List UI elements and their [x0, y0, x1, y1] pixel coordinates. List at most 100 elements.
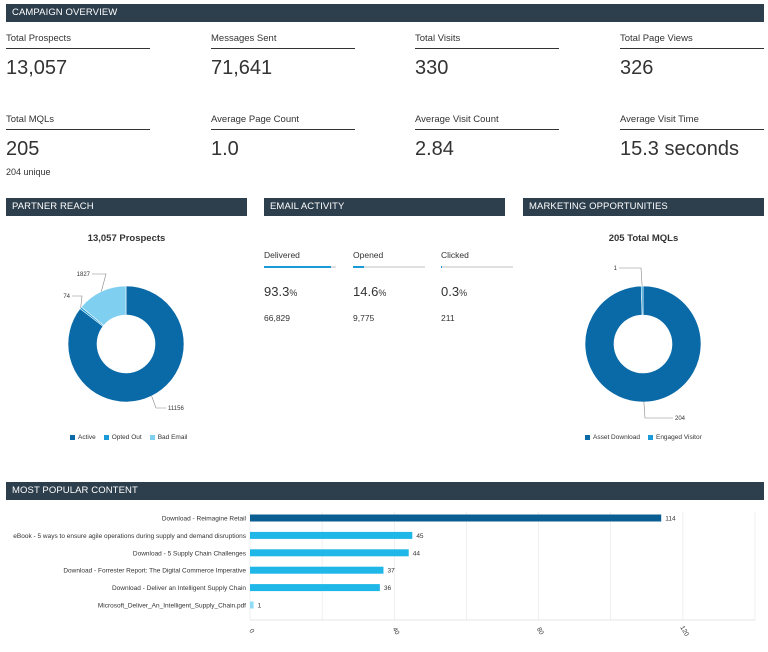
bar-x-tick-label: 120: [678, 625, 690, 638]
popular-content-bar-chart: 0 40 80 120 Download - Reimagine Retail 114 eB…: [13, 512, 756, 638]
kpi-value: 326: [620, 57, 654, 79]
marketing-opportunities-header: MARKETING OPPORTUNITIES: [523, 198, 764, 216]
kpi-label: Average Visit Count: [415, 114, 559, 130]
kpi-messages-sent: Messages Sent 71,641: [211, 33, 355, 80]
kpi-label: Total Prospects: [6, 33, 150, 49]
bar-value-label: 45: [416, 533, 424, 540]
kpi-value: 71,641: [211, 57, 273, 79]
bar-category-label: Download - Deliver an Intelligent Supply…: [112, 585, 246, 592]
marketing-chart-title: 205 Total MQLs: [608, 233, 679, 244]
kpi-average-visit-count: Average Visit Count 2.84: [415, 114, 559, 161]
donut-slice-label: 204: [675, 416, 686, 422]
email-opened-percent: 14.6%: [353, 284, 425, 299]
email-delivered-count: 66,829: [264, 313, 290, 323]
donut-slice-active: [67, 285, 185, 403]
kpi-total-prospects: Total Prospects 13,057: [6, 33, 150, 80]
bar-value-label: 36: [384, 585, 392, 592]
bar-category-label: Microsoft_Deliver_An_Intelligent_Supply_…: [98, 603, 246, 610]
email-clicked-count: 211: [441, 313, 455, 323]
bar-category-label: Download - Reimagine Retail: [162, 516, 247, 523]
bar-category-label: eBook - 5 ways to ensure agile operation…: [13, 533, 246, 540]
legend-item: Asset Download: [585, 434, 640, 441]
donut-slice-bad-email: [80, 285, 127, 326]
legend-item: Engaged Visitor: [647, 434, 702, 441]
email-opened-percent-unit: %: [378, 288, 387, 298]
bar-x-tick-label: 0: [247, 628, 255, 635]
partner-reach-donut: 11156 74 1827: [63, 272, 185, 412]
kpi-value: 13,057: [6, 57, 68, 79]
email-opened-count: 9,775: [353, 313, 375, 323]
email-delivered-label: Delivered: [264, 250, 300, 260]
kpi-average-visit-time: Average Visit Time 15.3 seconds: [620, 114, 764, 161]
bar-value-label: 44: [413, 550, 421, 557]
bar-x-tick-label: 80: [535, 626, 545, 636]
email-activity-header: EMAIL ACTIVITY: [264, 198, 505, 216]
legend-swatch: [70, 435, 75, 440]
email-clicked-percent: 0.3%: [441, 284, 513, 299]
bar-mark: [250, 531, 413, 539]
donut-slice-label: 74: [63, 294, 70, 300]
legend-swatch: [585, 435, 590, 440]
kpi-total-mqls: Total MQLs 205 204 unique: [6, 114, 150, 177]
email-delivered-percent-value: 93.3: [264, 284, 290, 299]
legend-label: Opted Out: [111, 434, 142, 441]
bar-value-label: 114: [665, 516, 676, 523]
email-clicked-percent-value: 0.3: [441, 284, 460, 299]
legend-swatch: [149, 435, 155, 440]
kpi-value: 205: [6, 138, 40, 160]
bar-mark: [250, 514, 662, 522]
legend-label: Engaged Visitor: [655, 434, 702, 441]
email-opened-progress: [353, 266, 425, 268]
kpi-subtext: 204 unique: [6, 167, 51, 177]
email-clicked: Clicked 0.3% 211: [441, 250, 513, 323]
legend-item: Active: [70, 434, 96, 441]
kpi-label: Average Visit Time: [620, 114, 764, 130]
email-clicked-progress: [441, 266, 513, 268]
donut-slice-label: 11156: [168, 406, 184, 412]
email-delivered: Delivered 93.3% 66,829: [264, 250, 336, 323]
kpi-total-page-views: Total Page Views 326: [620, 33, 764, 80]
email-delivered-percent-unit: %: [289, 288, 298, 298]
email-clicked-percent-unit: %: [459, 288, 468, 298]
donut-leader-line: [72, 295, 83, 308]
email-delivered-progress: [264, 266, 336, 268]
legend-label: Active: [78, 434, 96, 441]
donut-slice-label: 1827: [77, 272, 91, 278]
email-opened-label: Opened: [353, 250, 384, 260]
partner-reach-chart-title: 13,057 Prospects: [87, 233, 166, 244]
kpi-value: 1.0: [211, 138, 239, 160]
email-opened-percent-value: 14.6: [353, 284, 379, 299]
kpi-total-visits: Total Visits 330: [415, 33, 559, 80]
bar-value-label: 37: [387, 568, 395, 575]
donut-slice-asset-download: [584, 285, 702, 403]
legend-item: Bad Email: [149, 434, 187, 441]
bar-mark: [250, 601, 254, 609]
donut-leader-line: [92, 273, 107, 292]
bar-mark: [250, 549, 409, 557]
legend-swatch: [103, 435, 109, 440]
email-clicked-label: Clicked: [441, 250, 469, 260]
email-opened: Opened 14.6% 9,775: [353, 250, 425, 323]
email-delivered-fill: [264, 266, 332, 268]
kpi-label: Total MQLs: [6, 114, 150, 130]
bar-category-label: Download - 5 Supply Chain Challenges: [133, 550, 247, 557]
partner-reach-header: PARTNER REACH: [6, 198, 247, 216]
partner-reach-legend: Active Opted Out Bad Email: [70, 434, 187, 441]
bar-category-label: Download - Forrester Report: The Digital…: [63, 568, 246, 575]
email-opened-fill: [353, 266, 364, 268]
donut-slice-label: 1: [614, 266, 618, 272]
bar-value-label: 1: [258, 603, 262, 610]
legend-swatch: [647, 435, 653, 440]
kpi-label: Total Page Views: [620, 33, 764, 49]
kpi-label: Average Page Count: [211, 114, 355, 130]
marketing-legend: Asset Download Engaged Visitor: [585, 434, 702, 441]
donut-leader-line: [151, 395, 166, 409]
legend-label: Asset Download: [593, 434, 640, 441]
bar-x-tick-label: 40: [391, 626, 401, 636]
legend-item: Opted Out: [103, 434, 142, 441]
kpi-average-page-count: Average Page Count 1.0: [211, 114, 355, 161]
kpi-value: 15.3 seconds: [620, 138, 739, 160]
donut-leader-line: [643, 401, 673, 419]
kpi-label: Messages Sent: [211, 33, 355, 49]
